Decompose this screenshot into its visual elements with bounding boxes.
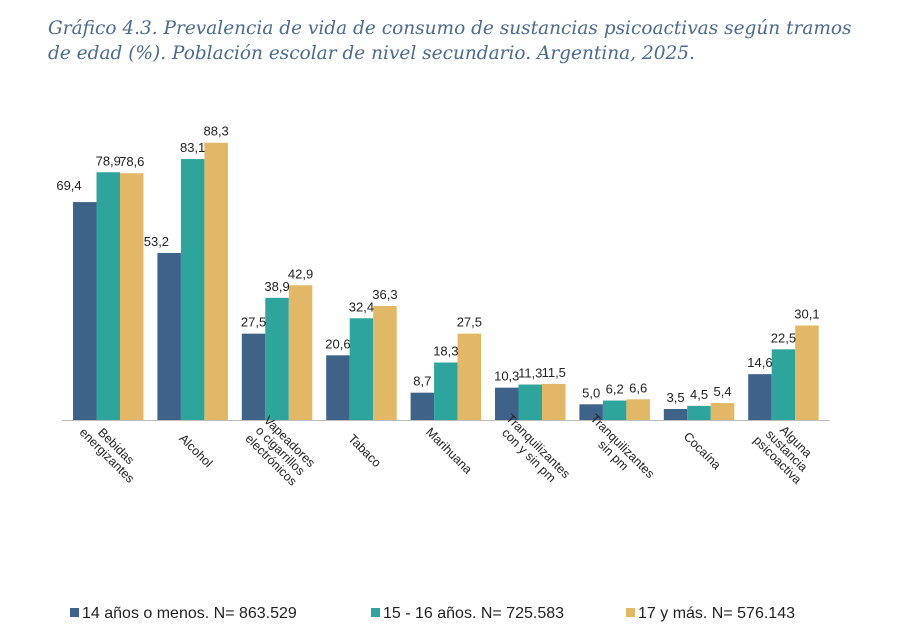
category-label: Algunasustanciapsicoactiva <box>751 415 823 487</box>
data-label: 4,5 <box>690 387 708 402</box>
category-label: Alcohol <box>176 431 215 470</box>
data-label: 78,6 <box>119 154 144 169</box>
category-label-line: Marihuana <box>423 425 475 477</box>
bar-2-series-3 <box>204 142 228 420</box>
data-label: 32,4 <box>349 299 374 314</box>
data-label: 42,9 <box>288 266 313 281</box>
data-label: 5,4 <box>714 384 732 399</box>
data-label: 36,3 <box>372 287 397 302</box>
data-label: 83,1 <box>180 140 205 155</box>
data-label: 20,6 <box>325 336 350 351</box>
data-labels-layer: 69,4 78,978,6 53,2 83,188,3 27,5 38,942,9 20,6… <box>56 124 819 405</box>
legend-label: 14 años o menos. N= 863.529 <box>82 605 297 622</box>
category-label-line: Tabaco <box>345 432 383 470</box>
data-label: 88,3 <box>203 124 228 139</box>
bar-3-series-3 <box>288 285 313 420</box>
bar-6-series-1 <box>495 387 519 420</box>
bar-1-series-2 <box>96 172 120 420</box>
category-labels-layer: Bebidasenergizantes Alcohol Vapeadoreso ci… <box>77 411 823 490</box>
data-label: 53,2 <box>144 234 169 249</box>
data-label: 27,5 <box>241 315 266 330</box>
bar-2-series-2 <box>180 159 205 421</box>
bar-8-series-1 <box>663 409 688 420</box>
data-label: 30,1 <box>794 306 819 321</box>
bar-5-series-1 <box>410 392 435 420</box>
category-label: Tabaco <box>345 432 383 470</box>
data-label: 8,7 <box>413 374 431 389</box>
data-label: 11,5 <box>542 365 566 380</box>
bar-4-series-2 <box>349 318 374 420</box>
bar-5-series-3 <box>457 333 482 420</box>
bar-3-series-2 <box>265 297 289 420</box>
category-label: Marihuana <box>423 425 475 477</box>
data-label: 27,5 <box>457 315 482 330</box>
bar-2-series-1 <box>157 252 181 420</box>
data-label: 14,6 <box>747 355 772 370</box>
data-label: 11,3 <box>518 366 542 381</box>
legend-label: 17 y más. N= 576.143 <box>638 605 795 622</box>
chart-title: Gráfico 4.3. Prevalencia de vida de cons… <box>48 18 852 64</box>
bar-1-series-3 <box>120 173 144 420</box>
bar-8-series-3 <box>710 403 735 420</box>
data-label: 18,3 <box>433 344 458 359</box>
bar-7-series-2 <box>602 400 627 420</box>
category-label-line: Alcohol <box>176 431 215 470</box>
data-label: 69,4 <box>56 178 81 193</box>
data-label: 6,2 <box>606 382 624 397</box>
bar-8-series-2 <box>687 405 711 420</box>
data-label: 3,5 <box>667 390 685 405</box>
bars-layer <box>73 142 819 421</box>
legend-label: 15 - 16 años. N= 725.583 <box>383 605 564 622</box>
bar-9-series-1 <box>748 374 772 420</box>
bar-4-series-3 <box>373 306 397 420</box>
bar-6-series-2 <box>518 384 542 420</box>
category-label: Tranquilizantessin pm <box>578 411 657 490</box>
legend-swatch <box>371 608 380 617</box>
data-label: 5,0 <box>582 385 600 400</box>
bar-7-series-1 <box>579 404 603 420</box>
bar-6-series-3 <box>542 383 566 420</box>
bar-9-series-2 <box>771 349 796 420</box>
data-label: 22,5 <box>771 330 796 345</box>
legend: 14 años o menos. N= 863.529 15 - 16 años.… <box>70 605 795 622</box>
category-label: Bebidasenergizantes <box>77 416 147 486</box>
data-label: 10,3 <box>494 369 519 384</box>
data-label: 6,6 <box>629 380 647 395</box>
category-label: Tranquilizantescon y sin pm <box>494 411 573 490</box>
bar-4-series-1 <box>326 355 350 420</box>
bar-5-series-2 <box>434 362 458 420</box>
category-label: Vapeadoreso cigarrilloselectrónicos <box>242 413 317 488</box>
data-label: 38,9 <box>264 279 289 294</box>
category-label-line: Cocaína <box>681 429 724 472</box>
data-label: 78,9 <box>96 153 121 168</box>
bar-9-series-3 <box>795 325 819 420</box>
bar-1-series-1 <box>73 202 97 420</box>
category-label: Cocaína <box>681 429 724 472</box>
legend-swatch <box>70 608 79 617</box>
legend-swatch <box>626 608 635 617</box>
bar-3-series-1 <box>241 333 266 420</box>
bar-7-series-3 <box>626 399 650 420</box>
